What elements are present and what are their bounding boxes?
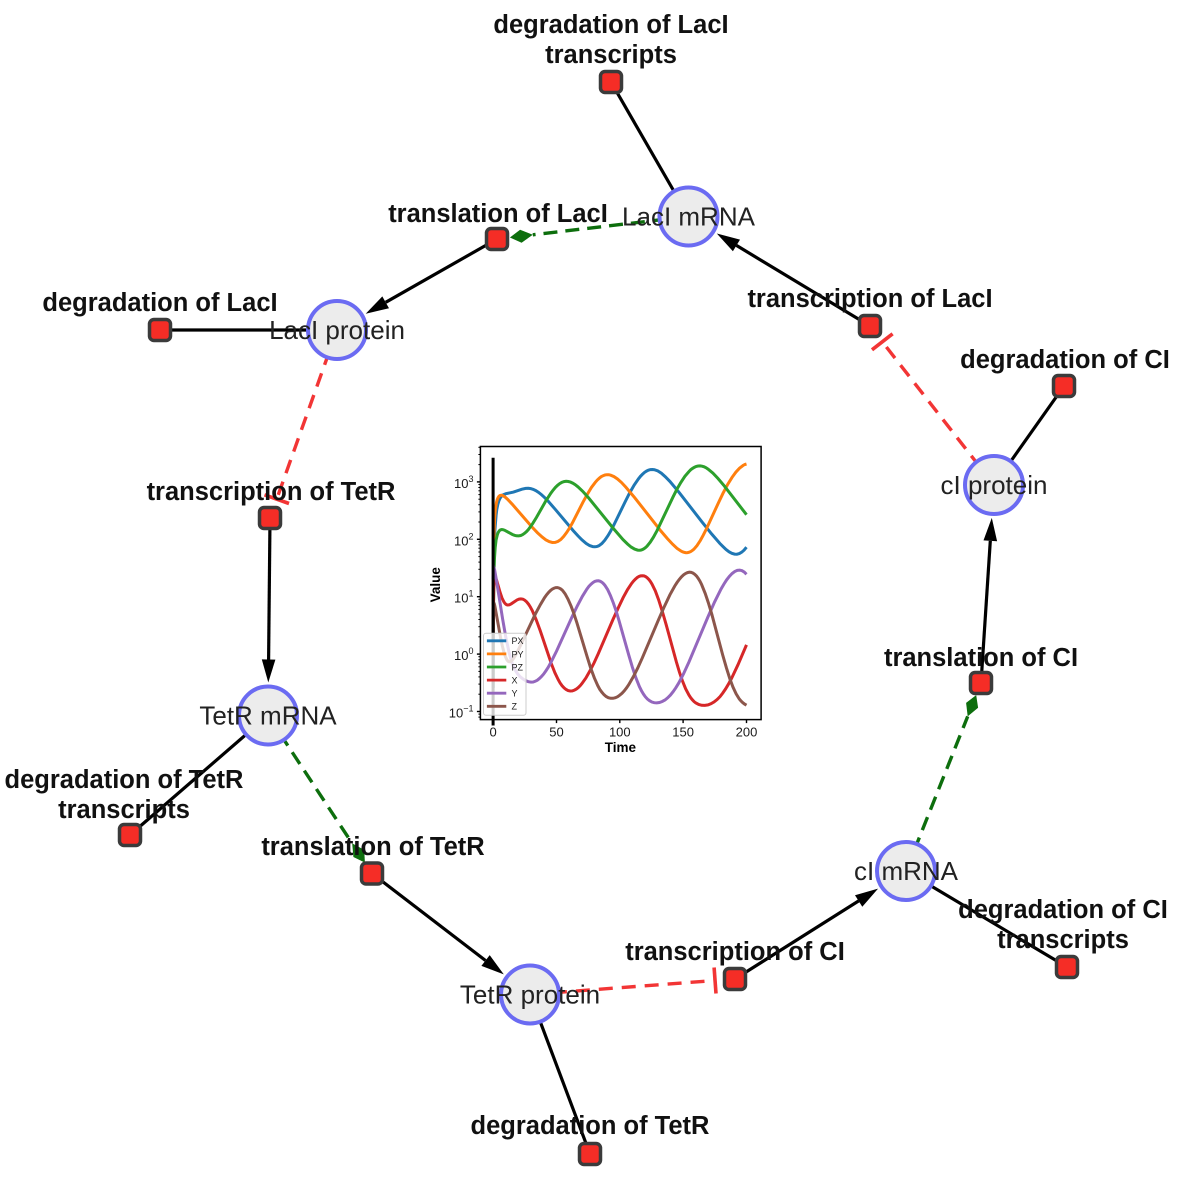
svg-text:Time: Time xyxy=(605,740,637,755)
svg-text:translation of TetR: translation of TetR xyxy=(261,833,484,861)
svg-text:Z: Z xyxy=(512,702,518,712)
svg-text:PX: PX xyxy=(512,636,524,646)
svg-text:X: X xyxy=(512,676,518,686)
svg-text:Value: Value xyxy=(428,567,443,603)
svg-text:101: 101 xyxy=(454,589,473,606)
svg-text:degradation of LacI: degradation of LacI xyxy=(42,289,277,317)
svg-text:PY: PY xyxy=(512,649,524,659)
svg-text:transcription of LacI: transcription of LacI xyxy=(747,285,992,313)
svg-text:Y: Y xyxy=(512,689,518,699)
svg-text:0: 0 xyxy=(489,725,496,740)
svg-text:100: 100 xyxy=(454,646,473,663)
svg-text:transcripts: transcripts xyxy=(545,41,677,69)
svg-text:PZ: PZ xyxy=(512,662,524,672)
svg-text:degradation of TetR: degradation of TetR xyxy=(5,766,244,794)
svg-text:translation of CI: translation of CI xyxy=(884,644,1078,672)
svg-text:100: 100 xyxy=(609,725,631,740)
svg-text:150: 150 xyxy=(672,725,694,740)
svg-text:degradation of CI: degradation of CI xyxy=(958,896,1168,924)
svg-text:TetR protein: TetR protein xyxy=(460,980,600,1010)
svg-text:200: 200 xyxy=(736,725,758,740)
svg-text:LacI protein: LacI protein xyxy=(269,315,405,345)
svg-text:cI protein: cI protein xyxy=(941,470,1048,500)
svg-text:transcription of TetR: transcription of TetR xyxy=(147,478,396,506)
svg-text:50: 50 xyxy=(549,725,563,740)
svg-text:degradation of LacI: degradation of LacI xyxy=(493,11,728,39)
svg-text:transcription of CI: transcription of CI xyxy=(625,938,845,966)
svg-text:transcripts: transcripts xyxy=(997,926,1129,954)
svg-text:102: 102 xyxy=(454,531,473,548)
svg-text:LacI mRNA: LacI mRNA xyxy=(622,202,756,232)
svg-text:10−1: 10−1 xyxy=(449,704,474,721)
svg-text:TetR mRNA: TetR mRNA xyxy=(199,701,337,731)
svg-text:103: 103 xyxy=(454,474,473,491)
svg-text:degradation of TetR: degradation of TetR xyxy=(471,1112,710,1140)
svg-text:translation of LacI: translation of LacI xyxy=(388,200,608,228)
svg-text:degradation of CI: degradation of CI xyxy=(960,346,1170,374)
svg-text:cI mRNA: cI mRNA xyxy=(854,856,959,886)
svg-text:transcripts: transcripts xyxy=(58,796,190,824)
